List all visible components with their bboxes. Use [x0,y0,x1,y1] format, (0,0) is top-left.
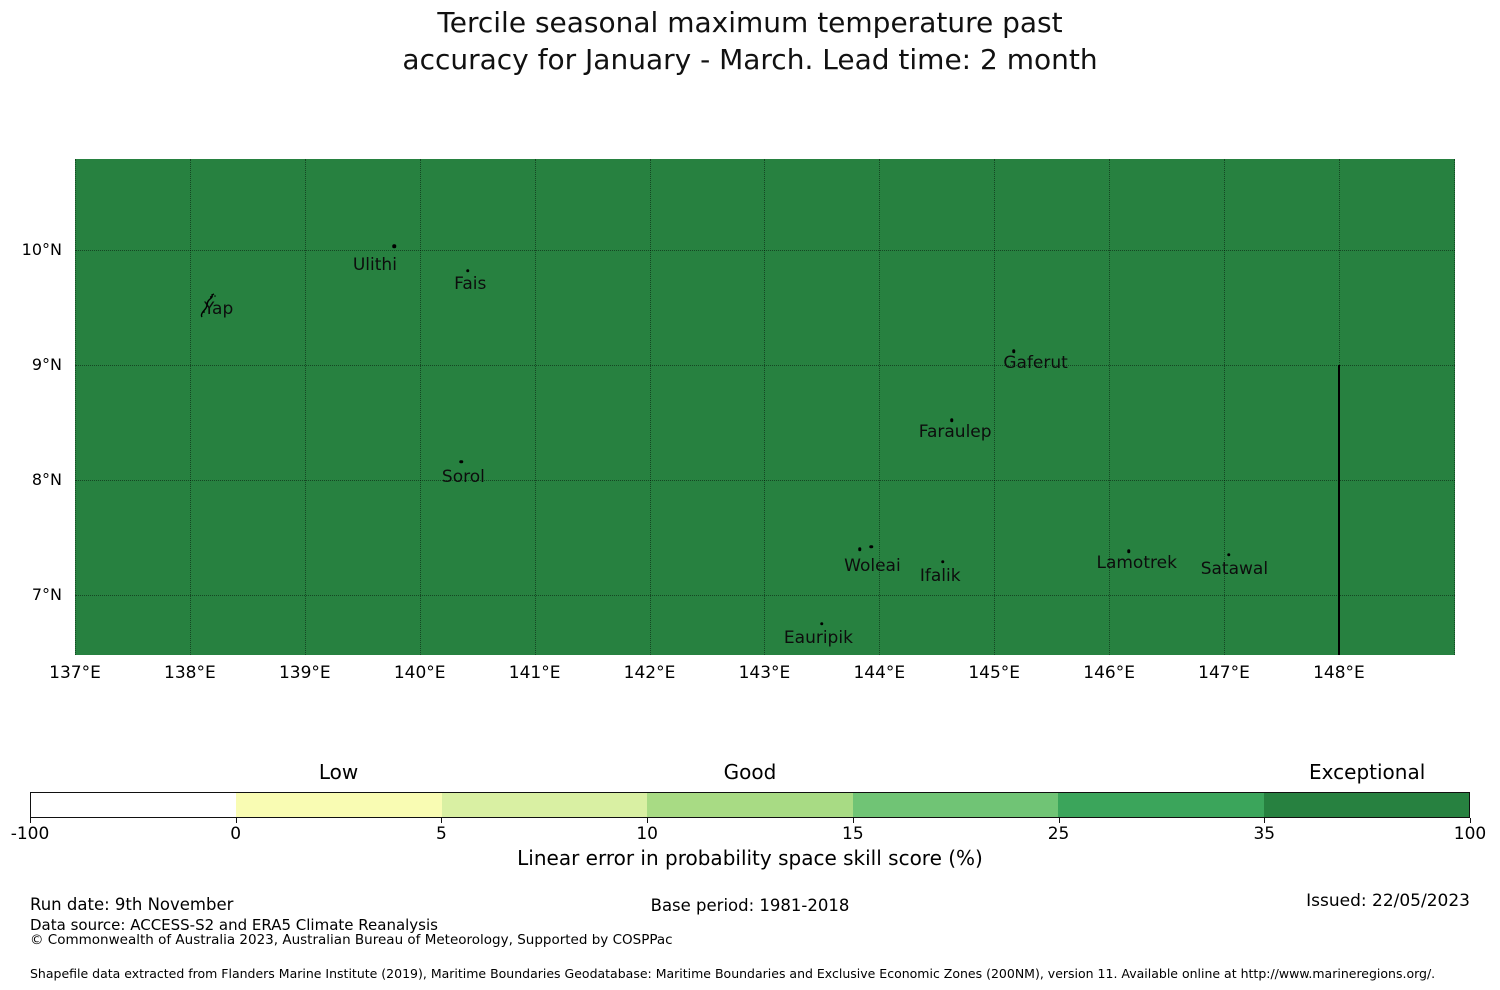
island-dot [1226,553,1231,557]
graticule-meridian [764,159,766,655]
island-dot [1012,349,1016,353]
eez-boundary-line [1337,364,1340,655]
run-date: Run date: 9th November [30,895,234,914]
x-tick-label: 148°E [1313,663,1365,683]
graticule-meridian [419,159,421,655]
colorbar-segment [31,793,237,817]
colorbar-tick-mark [235,818,237,823]
x-tick-label: 142°E [623,663,676,683]
colorbar-tick-mark [1470,818,1471,823]
island-label: Ulithi [352,254,397,275]
island-label: Eauripik [783,627,853,648]
colorbar-category-label: Exceptional [1309,760,1426,784]
map-plot: Yap Ulithi Fais Sorol Gaferut Faraulep Woleai I… [75,159,1455,655]
colorbar-tick-label: 25 [1047,824,1070,844]
island-dot [858,547,862,551]
island-label: Faraulep [918,421,992,442]
island-dot [459,459,463,464]
issued-date: Issued: 22/05/2023 [1306,891,1470,911]
x-tick-label: 147°E [1198,663,1250,683]
graticule-meridian [994,159,996,655]
colorbar-segment [852,793,1059,817]
colorbar-tick-label: 100 [1453,824,1487,844]
y-tick-label: 8°N [31,470,62,490]
graticule-meridian [879,159,881,655]
data-source: Data source: ACCESS-S2 and ERA5 Climate … [30,916,438,934]
graticule-parallel [75,364,1455,366]
island-label: Woleai [844,556,901,577]
colorbar [30,792,1470,818]
yap-island-shape [197,292,219,323]
colorbar-tick-label: 10 [636,824,658,844]
island-dot [392,244,397,249]
base-period: Base period: 1981-2018 [650,896,850,915]
island-label: Fais [454,274,487,295]
colorbar-tick-label: 15 [842,824,864,844]
graticule-meridian [1109,159,1111,655]
colorbar-segment [441,793,648,817]
island-dot [940,560,945,564]
x-tick-label: 141°E [508,663,561,683]
x-tick-label: 140°E [393,663,446,683]
colorbar-tick-mark [852,818,854,823]
colorbar-axis-label: Linear error in probability space skill … [517,846,983,870]
colorbar-tick-mark [441,818,443,823]
graticule-meridian [75,159,76,655]
x-tick-label: 146°E [1083,663,1135,683]
shapefile-note: Shapefile data extracted from Flanders M… [30,966,1436,981]
y-tick-label: 10°N [21,239,62,259]
graticule-meridian [189,159,191,655]
island-label: Yap [203,298,234,319]
y-tick-label: 7°N [31,585,62,605]
colorbar-segment [236,793,442,817]
y-tick-label: 9°N [31,354,62,374]
x-tick-label: 139°E [278,663,331,683]
x-tick-label: 138°E [164,663,216,683]
figure-title: Tercile seasonal maximum temperature pas… [0,4,1500,78]
graticule-meridian [1453,159,1455,655]
colorbar-tick-label: 0 [230,824,242,844]
graticule-meridian [534,159,536,655]
graticule-meridian [649,159,651,655]
graticule-meridian [1224,159,1226,655]
island-label: Satawal [1200,558,1269,579]
figure-title-line2: accuracy for January - March. Lead time:… [402,43,1098,76]
colorbar-category-label: Good [723,760,777,784]
colorbar-segment [647,793,853,817]
island-dot [466,268,470,273]
x-tick-label: 143°E [738,663,791,683]
island-label: Sorol [441,466,485,487]
colorbar-tick-mark [1264,818,1266,823]
colorbar-category-label: Low [318,760,359,784]
colorbar-tick-label: 5 [436,824,447,844]
colorbar-tick-label: -100 [10,824,50,844]
island-label: Gaferut [1003,352,1068,373]
colorbar-tick-mark [1058,818,1060,823]
graticule-parallel [75,595,1455,597]
copyright: © Commonwealth of Australia 2023, Austra… [30,932,673,948]
x-tick-label: 137°E [49,663,101,683]
x-tick-label: 144°E [853,663,906,683]
figure-title-line1: Tercile seasonal maximum temperature pas… [437,6,1063,39]
island-dot [820,622,824,626]
island-label: Ifalik [919,565,961,586]
island-dot [949,418,954,422]
island-label: Lamotrek [1096,552,1177,573]
colorbar-tick-mark [647,818,649,823]
x-tick-label: 145°E [968,663,1021,683]
island-dot [869,545,874,549]
colorbar-segment [1058,793,1264,817]
colorbar-segment [1263,793,1469,817]
colorbar-tick-mark [30,818,31,823]
graticule-parallel [75,480,1455,482]
colorbar-tick-label: 35 [1253,824,1276,844]
island-dot [1126,549,1131,554]
graticule-parallel [75,249,1455,251]
graticule-meridian [304,159,306,655]
